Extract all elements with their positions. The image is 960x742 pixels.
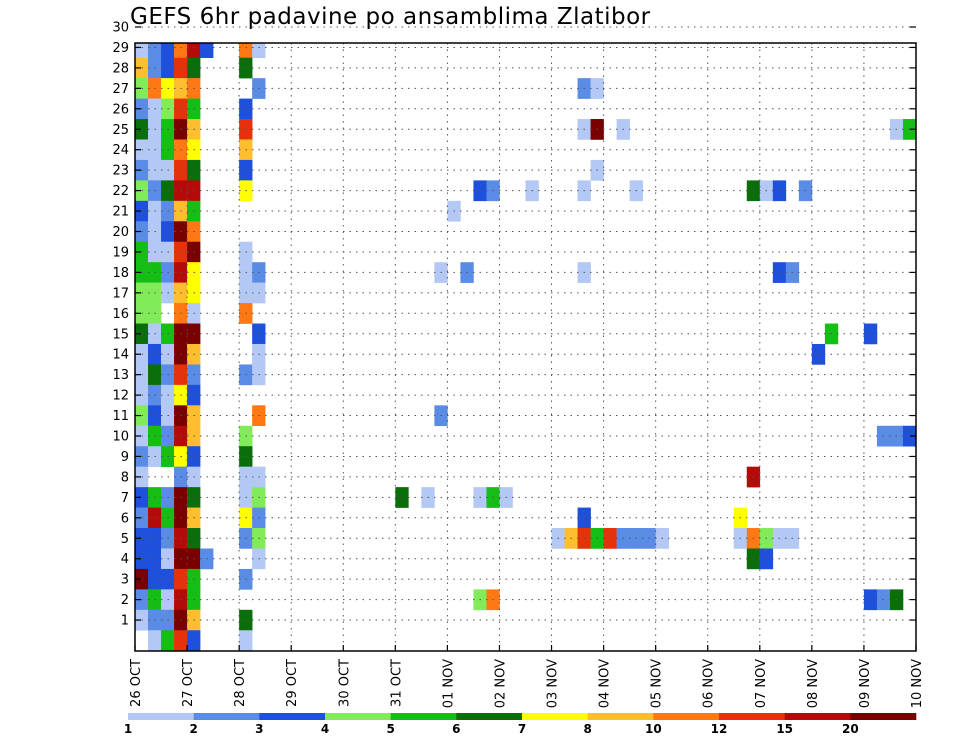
legend-label: 7 xyxy=(518,722,526,736)
legend-label: 4 xyxy=(321,722,329,736)
y-tick-label: 14 xyxy=(112,348,129,363)
legend-swatch xyxy=(850,713,917,720)
legend-swatch xyxy=(653,713,720,720)
legend-swatch xyxy=(522,713,588,720)
legend-label: 12 xyxy=(711,722,728,736)
legend-swatch xyxy=(784,713,851,720)
x-tick-label: 10 NOV xyxy=(910,659,925,708)
y-tick-label: 15 xyxy=(112,327,129,342)
x-tick-label: 30 OCT xyxy=(337,659,352,707)
legend-swatch xyxy=(719,713,785,720)
x-tick-label: 05 NOV xyxy=(650,659,665,708)
y-tick-label: 21 xyxy=(112,205,129,220)
x-tick-label: 29 OCT xyxy=(285,659,300,707)
legend-label: 20 xyxy=(842,722,859,736)
y-axis: 1234567891011121314151617181920212223242… xyxy=(112,21,916,629)
y-tick-label: 7 xyxy=(121,491,129,506)
y-tick-label: 4 xyxy=(121,552,129,567)
x-tick-label: 07 NOV xyxy=(754,659,769,708)
heatmap-cell xyxy=(161,43,175,58)
legend-label: 15 xyxy=(776,722,793,736)
heatmap-cell xyxy=(174,43,188,58)
legend-label: 5 xyxy=(386,722,394,736)
heatmap-cell xyxy=(239,630,253,652)
x-tick-label: 03 NOV xyxy=(546,659,561,708)
y-tick-label: 26 xyxy=(112,102,129,117)
legend-swatch xyxy=(128,713,194,720)
x-tick-label: 09 NOV xyxy=(858,659,873,708)
heatmap-cell xyxy=(252,43,266,58)
y-tick-label: 2 xyxy=(121,593,129,608)
y-tick-label: 22 xyxy=(112,184,129,199)
heatmap-cell xyxy=(148,630,162,652)
heatmap-cell xyxy=(187,43,201,58)
y-tick-label: 19 xyxy=(112,245,129,260)
heatmap-cell xyxy=(200,43,214,58)
x-tick-label: 04 NOV xyxy=(598,659,613,708)
heatmap-cell xyxy=(239,43,253,58)
y-tick-label: 29 xyxy=(112,41,129,56)
x-tick-label: 31 OCT xyxy=(389,659,404,707)
grid-lines xyxy=(135,26,916,651)
y-tick-label: 27 xyxy=(112,82,129,97)
x-axis: 26 OCT 27 OCT 28 OCT 29 OCT 30 OCT 31 OCT 01 N… xyxy=(129,645,925,708)
heatmap-cells xyxy=(135,43,917,652)
heatmap-cell xyxy=(148,43,162,58)
y-tick-label: 12 xyxy=(112,389,129,404)
x-tick-label: 02 NOV xyxy=(493,659,508,708)
x-tick-label: 28 OCT xyxy=(233,659,248,707)
y-tick-label: 18 xyxy=(112,266,129,281)
y-tick-label: 24 xyxy=(112,143,129,158)
y-tick-label: 5 xyxy=(121,532,129,547)
y-tick-label: 3 xyxy=(121,573,129,588)
legend-label: 2 xyxy=(189,722,197,736)
y-tick-label: 10 xyxy=(112,430,129,445)
y-tick-label: 30 xyxy=(112,21,129,36)
y-tick-label: 16 xyxy=(112,307,129,322)
legend-label: 10 xyxy=(645,722,662,736)
x-tick-label: 06 NOV xyxy=(702,659,717,708)
x-tick-label: 26 OCT xyxy=(129,659,144,707)
plot-frame xyxy=(134,42,917,652)
legend-label: 1 xyxy=(124,722,132,736)
legend-swatch xyxy=(587,713,654,720)
legend-label: 3 xyxy=(255,722,263,736)
color-legend: 1 2 3 4 5 6 7 8 10 12 15 20 xyxy=(124,713,917,736)
legend-swatch xyxy=(193,713,260,720)
legend-swatch xyxy=(259,713,326,720)
legend-swatch xyxy=(325,713,391,720)
y-tick-label: 25 xyxy=(112,123,129,138)
x-tick-label: 27 OCT xyxy=(181,659,196,707)
y-tick-label: 1 xyxy=(121,614,129,629)
legend-swatch xyxy=(456,713,523,720)
y-tick-label: 28 xyxy=(112,61,129,76)
heatmap-cell xyxy=(187,630,201,652)
y-tick-label: 17 xyxy=(112,286,129,301)
y-tick-label: 20 xyxy=(112,225,129,240)
chart-title: GEFS 6hr padavine po ansamblima Zlatibor xyxy=(130,4,651,30)
y-tick-label: 6 xyxy=(121,511,129,526)
heatmap-cell xyxy=(135,43,149,58)
heatmap-cell xyxy=(161,630,175,652)
y-tick-label: 11 xyxy=(112,409,129,424)
x-tick-label: 01 NOV xyxy=(441,659,456,708)
y-tick-label: 8 xyxy=(121,470,129,485)
y-tick-label: 13 xyxy=(112,368,129,383)
heatmap-cell xyxy=(174,630,188,652)
legend-label: 8 xyxy=(583,722,591,736)
x-tick-label: 08 NOV xyxy=(806,659,821,708)
legend-swatch xyxy=(390,713,457,720)
legend-label: 6 xyxy=(452,722,460,736)
y-tick-label: 23 xyxy=(112,164,129,179)
y-tick-label: 9 xyxy=(121,450,129,465)
